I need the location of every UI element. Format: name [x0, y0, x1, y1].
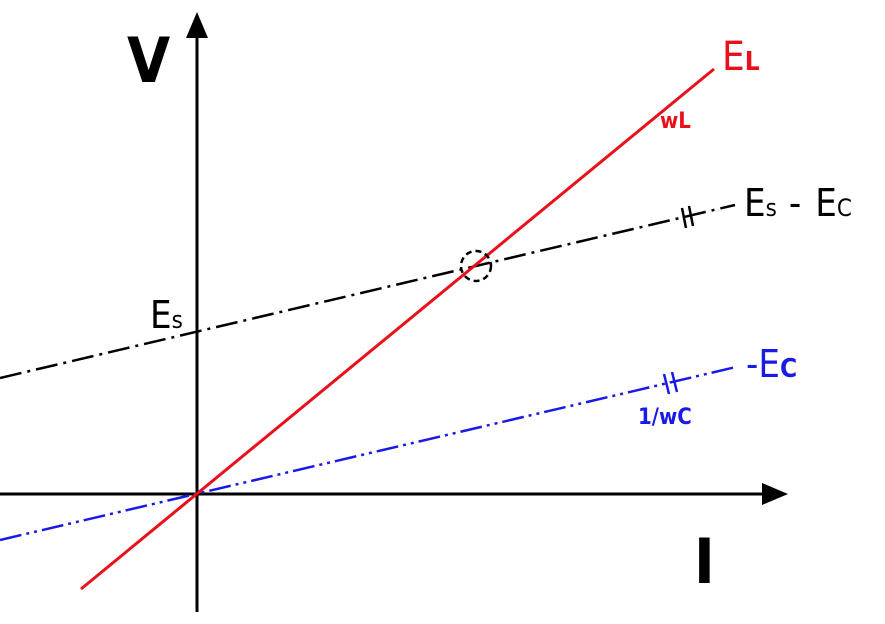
es-minus-ec-b-main: E: [815, 181, 837, 225]
es-intercept-sub: s: [172, 306, 183, 334]
wl-label: wL: [660, 109, 691, 134]
y-axis-arrow-icon: [186, 12, 208, 38]
neg-ec-main: -E: [746, 342, 780, 386]
x-axis-arrow-icon: [762, 483, 788, 505]
es-minus-ec-tick-1: [680, 207, 688, 229]
el-label: EL: [722, 34, 760, 80]
es-intercept-main: E: [150, 293, 172, 337]
es-intercept-label: Es: [150, 293, 183, 337]
neg-ec-tick-2: [670, 371, 679, 393]
neg-ec-label: -EC: [746, 342, 797, 386]
neg-ec-tick-1: [662, 373, 671, 395]
intersection-marker: [459, 249, 493, 283]
y-axis-label: V: [127, 24, 170, 97]
es-minus-ec-a-main: E: [744, 181, 766, 225]
x-axis-label: I: [694, 525, 715, 598]
one-over-wc-label: 1/wC: [638, 405, 692, 430]
neg-ec-line: [0, 365, 737, 542]
el-label-main: E: [722, 34, 745, 80]
el-label-sub: L: [745, 47, 760, 77]
es-minus-ec-minus: -: [789, 181, 801, 225]
es-minus-ec-a-sub: s: [766, 194, 777, 222]
es-minus-ec-b-sub: C: [837, 194, 852, 222]
es-minus-ec-tick-2: [687, 205, 695, 227]
el-line: [80, 67, 715, 591]
neg-ec-sub: C: [780, 354, 797, 384]
es-minus-ec-line: [0, 203, 736, 380]
es-minus-ec-label: Es - EC: [744, 181, 852, 225]
